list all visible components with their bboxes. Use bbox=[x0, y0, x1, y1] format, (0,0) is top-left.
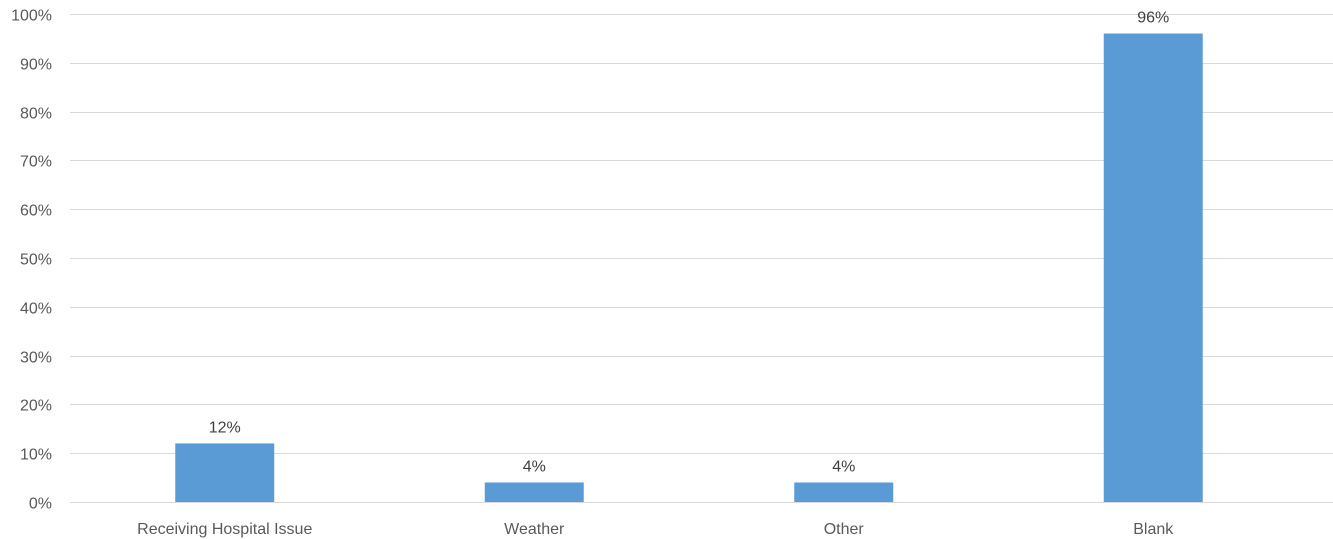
x-category-label: Other bbox=[824, 521, 865, 538]
y-tick-label: 10% bbox=[20, 447, 52, 464]
bar bbox=[794, 482, 894, 502]
x-category-label: Blank bbox=[1133, 521, 1174, 538]
data-labels: 12% 4% 4% 96% bbox=[209, 10, 1170, 476]
x-category-label: Receiving Hospital Issue bbox=[137, 521, 312, 538]
bar bbox=[484, 482, 584, 502]
y-tick-label: 50% bbox=[20, 252, 52, 269]
y-tick-label: 100% bbox=[11, 8, 52, 25]
bar bbox=[1103, 33, 1203, 503]
y-tick-label: 80% bbox=[20, 106, 52, 123]
y-tick-label: 30% bbox=[20, 350, 52, 367]
y-tick-label: 20% bbox=[20, 398, 52, 415]
data-label: 4% bbox=[523, 458, 546, 475]
bars bbox=[175, 33, 1203, 503]
y-tick-label: 60% bbox=[20, 203, 52, 220]
data-label: 4% bbox=[832, 458, 855, 475]
y-tick-label: 70% bbox=[20, 154, 52, 171]
y-tick-label: 0% bbox=[29, 496, 52, 513]
x-axis-category-labels: Receiving Hospital Issue Weather Other Blan… bbox=[137, 521, 1174, 538]
data-label: 96% bbox=[1137, 10, 1169, 27]
y-tick-label: 40% bbox=[20, 301, 52, 318]
bar bbox=[175, 443, 275, 502]
data-label: 12% bbox=[209, 419, 241, 436]
x-category-label: Weather bbox=[504, 521, 565, 538]
y-tick-label: 90% bbox=[20, 57, 52, 74]
y-axis-tick-labels: 0% 10% 20% 30% 40% 50% 60% 70% 80% 90% 100% bbox=[11, 8, 52, 513]
